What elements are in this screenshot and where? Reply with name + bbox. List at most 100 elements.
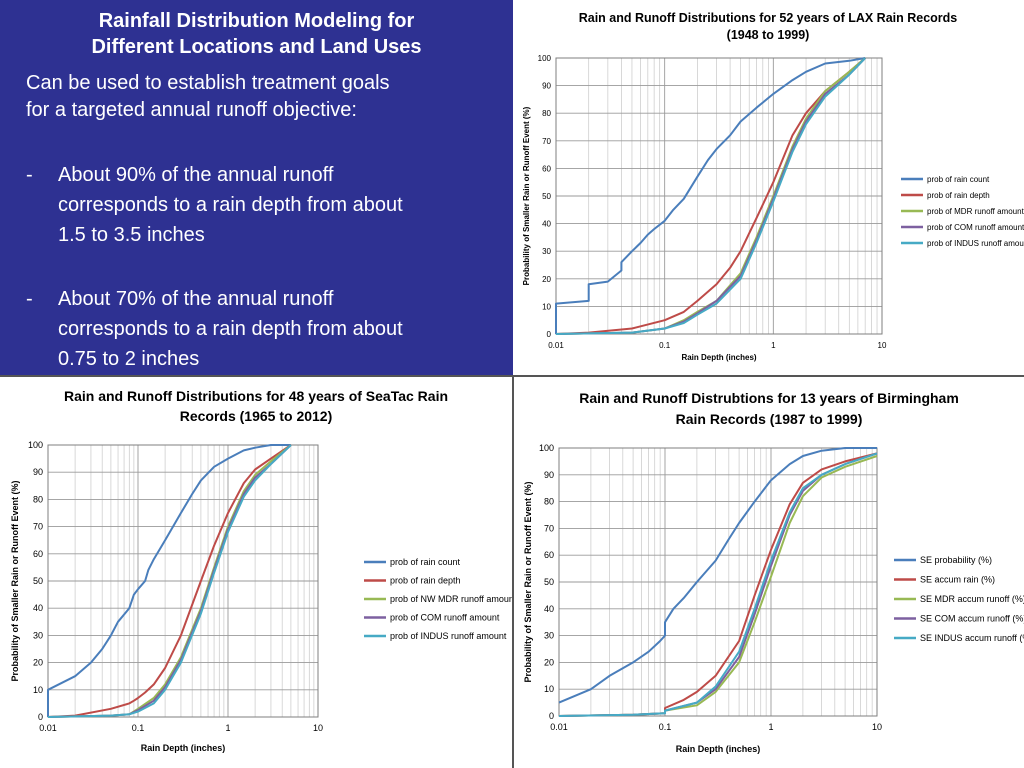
chart-title-line: Rain and Runoff Distrubtions for 13 year… bbox=[579, 390, 959, 406]
x-axis-label: Rain Depth (inches) bbox=[141, 743, 226, 753]
legend-label: prob of COM runoff amount bbox=[390, 613, 500, 623]
seatac-chart-panel: Rain and Runoff Distributions for 48 yea… bbox=[0, 377, 512, 768]
series-line bbox=[558, 452, 878, 717]
y-tick-label: 60 bbox=[544, 550, 554, 560]
bullet-line: About 70% of the annual runoff bbox=[58, 288, 334, 310]
lax-chart-panel: Rain and Runoff Distributions for 52 yea… bbox=[513, 0, 1024, 375]
x-axis-label: Rain Depth (inches) bbox=[681, 353, 756, 362]
plot-frame bbox=[47, 444, 319, 718]
bullet-line: corresponds to a rain depth from about bbox=[58, 194, 403, 216]
y-tick-label: 20 bbox=[544, 657, 554, 667]
y-tick-label: 90 bbox=[542, 82, 551, 91]
seatac-rainfall-chart: Rain and Runoff Distributions for 48 yea… bbox=[10, 388, 512, 753]
bullet-line: 1.5 to 3.5 inches bbox=[58, 224, 205, 246]
x-tick-label: 0.1 bbox=[132, 723, 145, 733]
x-axis-label: Rain Depth (inches) bbox=[676, 744, 761, 754]
birmingham-rainfall-chart: Rain and Runoff Distrubtions for 13 year… bbox=[523, 390, 1024, 754]
y-tick-label: 60 bbox=[542, 164, 551, 173]
x-tick-label: 10 bbox=[313, 723, 323, 733]
legend-label: prob of MDR runoff amount bbox=[927, 207, 1024, 216]
y-tick-label: 40 bbox=[33, 603, 43, 613]
y-tick-label: 30 bbox=[544, 631, 554, 641]
y-axis-label: Probability of Smaller Rain or Runoff Ev… bbox=[523, 481, 533, 682]
y-tick-label: 100 bbox=[538, 54, 552, 63]
y-tick-label: 60 bbox=[33, 549, 43, 559]
series-line bbox=[47, 444, 291, 717]
x-tick-label: 0.01 bbox=[39, 723, 57, 733]
y-tick-label: 80 bbox=[542, 109, 551, 118]
x-tick-label: 1 bbox=[771, 341, 776, 350]
y-tick-label: 50 bbox=[542, 192, 551, 201]
series-line bbox=[555, 57, 866, 334]
bullet-dash: - bbox=[26, 164, 33, 186]
panel-divider-vertical bbox=[512, 376, 514, 768]
series-line bbox=[558, 447, 877, 704]
plot-frame bbox=[555, 57, 883, 335]
legend-label: SE accum rain (%) bbox=[920, 575, 995, 585]
y-tick-label: 0 bbox=[549, 711, 554, 721]
y-tick-label: 0 bbox=[38, 712, 43, 722]
y-tick-label: 70 bbox=[33, 522, 43, 532]
x-tick-label: 0.1 bbox=[659, 341, 671, 350]
chart-title-line: Rain and Runoff Distributions for 48 yea… bbox=[64, 388, 448, 404]
chart-title-line: Rain and Runoff Distributions for 52 yea… bbox=[579, 11, 958, 25]
bullet-line: 0.75 to 2 inches bbox=[58, 348, 200, 370]
y-tick-label: 20 bbox=[33, 658, 43, 668]
series-line bbox=[555, 57, 866, 335]
chart-title-line: Records (1965 to 2012) bbox=[180, 408, 333, 424]
y-tick-label: 0 bbox=[547, 330, 552, 339]
bullet-dash: - bbox=[26, 288, 33, 310]
y-tick-label: 40 bbox=[544, 604, 554, 614]
legend-label: prob of rain depth bbox=[390, 576, 461, 586]
y-tick-label: 80 bbox=[33, 494, 43, 504]
x-tick-label: 1 bbox=[225, 723, 230, 733]
lax-rainfall-chart: Rain and Runoff Distributions for 52 yea… bbox=[522, 11, 1024, 362]
x-tick-label: 0.01 bbox=[548, 341, 564, 350]
x-tick-label: 10 bbox=[878, 341, 887, 350]
intro-text: Can be used to establish treatment goals… bbox=[26, 70, 506, 124]
series-line bbox=[47, 444, 292, 718]
y-tick-label: 70 bbox=[544, 523, 554, 533]
legend-label: prob of rain depth bbox=[927, 191, 990, 200]
series-line bbox=[558, 452, 878, 717]
bullet-line: About 90% of the annual runoff bbox=[58, 164, 334, 186]
legend-label: prob of rain count bbox=[927, 175, 990, 184]
y-tick-label: 40 bbox=[542, 220, 551, 229]
chart-title-line: (1948 to 1999) bbox=[727, 28, 810, 42]
y-tick-label: 90 bbox=[544, 470, 554, 480]
legend-label: SE probability (%) bbox=[920, 555, 992, 565]
text-panel: Rainfall Distribution Modeling for Diffe… bbox=[0, 0, 513, 375]
y-axis-label: Probability of Smaller Rain or Runoff Ev… bbox=[10, 480, 20, 681]
intro-line-2: for a targeted annual runoff objective: bbox=[26, 99, 357, 121]
series-line bbox=[558, 452, 878, 717]
legend-label: SE INDUS accum runoff (%) bbox=[920, 633, 1024, 643]
y-axis-label: Probability of Smaller Rain or Runoff Ev… bbox=[522, 106, 531, 285]
series-line bbox=[47, 444, 292, 718]
bullet-text: About 90% of the annual runoff correspon… bbox=[58, 160, 506, 250]
y-tick-label: 90 bbox=[33, 467, 43, 477]
legend-label: SE COM accum runoff (%) bbox=[920, 614, 1024, 624]
y-tick-label: 20 bbox=[542, 275, 551, 284]
y-tick-label: 70 bbox=[542, 137, 551, 146]
x-tick-label: 10 bbox=[872, 722, 882, 732]
y-tick-label: 10 bbox=[33, 685, 43, 695]
x-tick-label: 0.01 bbox=[550, 722, 568, 732]
y-tick-label: 30 bbox=[542, 247, 551, 256]
y-tick-label: 10 bbox=[542, 302, 551, 311]
legend-label: prob of rain count bbox=[390, 557, 461, 567]
legend-label: prob of COM runoff amount bbox=[927, 223, 1024, 232]
bullet-line: corresponds to a rain depth from about bbox=[58, 318, 403, 340]
intro-line-1: Can be used to establish treatment goals bbox=[26, 72, 390, 94]
legend-label: prob of INDUS runoff amount bbox=[927, 239, 1024, 248]
birmingham-chart-panel: Rain and Runoff Distrubtions for 13 year… bbox=[514, 377, 1024, 768]
panel-title: Rainfall Distribution Modeling for Diffe… bbox=[0, 8, 513, 60]
legend-label: prob of INDUS runoff amount bbox=[390, 631, 507, 641]
x-tick-label: 1 bbox=[768, 722, 773, 732]
bullet-text: About 70% of the annual runoff correspon… bbox=[58, 284, 506, 374]
legend-label: SE MDR accum runoff (%) bbox=[920, 594, 1024, 604]
plot-frame bbox=[558, 447, 878, 717]
y-tick-label: 100 bbox=[28, 440, 43, 450]
y-tick-label: 30 bbox=[33, 630, 43, 640]
y-tick-label: 100 bbox=[539, 443, 554, 453]
title-line-2: Different Locations and Land Uses bbox=[91, 36, 422, 58]
